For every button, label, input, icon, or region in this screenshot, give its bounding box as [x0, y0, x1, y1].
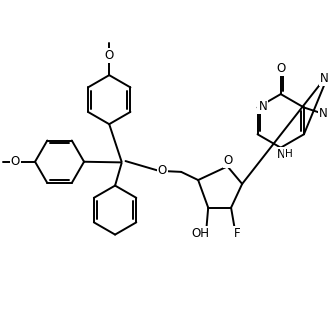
Text: OH: OH: [191, 227, 209, 240]
Text: O: O: [223, 154, 233, 167]
Text: N: N: [258, 100, 267, 113]
Text: O: O: [158, 164, 167, 178]
Text: O: O: [105, 49, 114, 62]
Text: F: F: [234, 227, 240, 240]
Text: O: O: [276, 62, 285, 75]
Text: N: N: [277, 148, 286, 161]
Text: N: N: [318, 107, 327, 120]
Text: N: N: [320, 72, 329, 85]
Text: O: O: [11, 155, 20, 168]
Text: H: H: [285, 149, 292, 159]
